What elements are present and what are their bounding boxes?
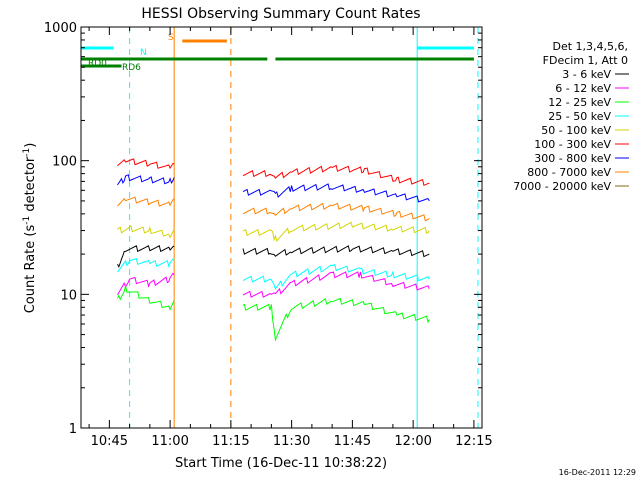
x-tick-label-3: 11:30 (273, 434, 310, 449)
x-tick-label-0: 10:45 (91, 434, 128, 449)
y-axis-label-prefix: Count Rate (s (23, 225, 38, 314)
series-line-1-1 (242, 271, 430, 298)
y-tick-label-2: 100 (52, 155, 77, 170)
flag-label-4: RD6 (122, 63, 141, 73)
y-axis-label-sup: -1 (22, 216, 32, 225)
legend-label-7: 800 - 7000 keV (527, 166, 611, 179)
x-axis-label: Start Time (16-Dec-11 10:38:22) (175, 456, 387, 471)
series-line-3-1 (242, 263, 430, 290)
series-line-7-1 (242, 202, 430, 222)
y-tick-label-0: 1 (69, 422, 77, 437)
legend-header-line-1: Det 1,3,4,5,6, (552, 40, 628, 53)
series-line-4-0 (117, 225, 175, 239)
series-line-0-1 (242, 245, 430, 258)
x-tick-label-1: 11:00 (151, 434, 188, 449)
y-axis-label-sup-2: -1 (22, 148, 32, 157)
y-tick-label-3: 1000 (44, 21, 77, 36)
legend-label-8: 7000 - 20000 keV (513, 180, 611, 193)
flag-label-3: RD0 (88, 59, 107, 69)
legend: Det 1,3,4,5,6, FDecim 1, Att 0 3 - 6 keV… (513, 40, 629, 193)
series-line-4-1 (242, 221, 430, 242)
flag-label-2: S (168, 33, 174, 43)
chart-title: HESSI Observing Summary Count Rates (141, 6, 420, 22)
series-line-3-0 (117, 257, 175, 273)
series-line-0-0 (117, 245, 175, 269)
series-line-1-0 (117, 272, 175, 296)
x-tick-label-5: 12:00 (394, 434, 431, 449)
series-line-5-1 (242, 164, 430, 186)
axis-layer: 10:45 11:00 11:15 11:30 11:45 12:00 12:15 1 10 10… (44, 21, 493, 449)
plot-frame (80, 26, 483, 429)
series-line-6-0 (117, 174, 175, 186)
legend-label-1: 6 - 12 keV (555, 82, 611, 95)
legend-label-3: 25 - 50 keV (548, 110, 611, 123)
legend-label-4: 50 - 100 keV (541, 124, 611, 137)
y-tick-label-1: 10 (60, 288, 77, 303)
legend-label-2: 12 - 25 keV (548, 96, 611, 109)
x-tick-label-6: 12:15 (455, 434, 492, 449)
series-line-6-1 (242, 183, 430, 203)
x-tick-label-4: 11:45 (334, 434, 371, 449)
timestamp: 16-Dec-2011 12:29 (559, 468, 636, 477)
y-axis-label: Count Rate (s-1 detector-1) (22, 143, 38, 314)
legend-label-0: 3 - 6 keV (562, 68, 611, 81)
y-axis-label-suffix: ) (23, 143, 38, 148)
legend-header-line-2: FDecim 1, Att 0 (543, 54, 628, 67)
flag-label-0: N (140, 48, 147, 58)
legend-label-6: 300 - 800 keV (534, 152, 611, 165)
series-line-7-0 (117, 196, 175, 207)
series-line-2-1 (242, 297, 430, 342)
series-line-2-0 (117, 285, 175, 311)
legend-label-5: 100 - 300 keV (534, 138, 611, 151)
plot-layer: N S RD0 RD6 (81, 27, 479, 428)
x-tick-label-2: 11:15 (212, 434, 249, 449)
series-line-5-0 (117, 158, 175, 170)
y-axis-label-middle: detector (23, 156, 38, 216)
